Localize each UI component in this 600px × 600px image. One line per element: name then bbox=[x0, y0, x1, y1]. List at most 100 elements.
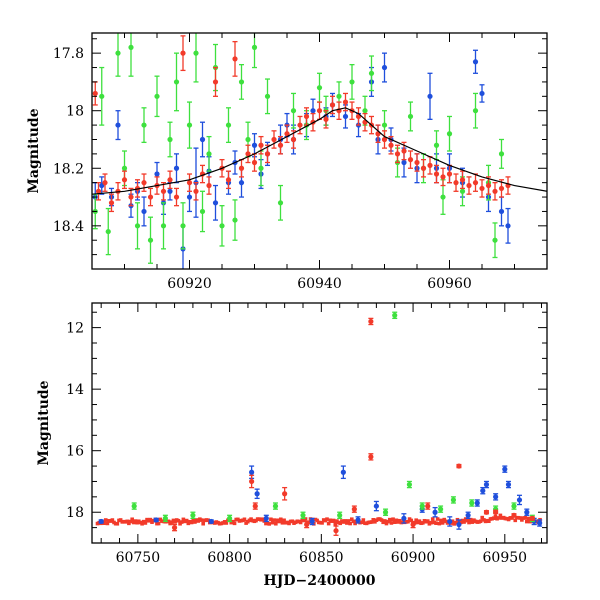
band-point bbox=[303, 517, 308, 521]
y-tick-label: 18.2 bbox=[53, 161, 84, 177]
blue-point bbox=[502, 466, 508, 472]
red-point bbox=[388, 142, 394, 148]
band-point bbox=[184, 518, 189, 523]
band-point bbox=[346, 519, 351, 523]
blue-point bbox=[254, 491, 260, 497]
band-point bbox=[201, 521, 205, 526]
band-point bbox=[166, 519, 171, 524]
red-point bbox=[277, 142, 284, 148]
red-point bbox=[401, 148, 407, 154]
red-point bbox=[394, 151, 401, 157]
band-point bbox=[425, 519, 430, 523]
red-point bbox=[427, 162, 433, 168]
band-point bbox=[206, 518, 210, 523]
y-tick-label: 18 bbox=[66, 505, 84, 521]
band-point bbox=[312, 522, 316, 526]
blue-point bbox=[401, 159, 407, 166]
blue-point bbox=[186, 194, 193, 200]
x-tick-label: 60850 bbox=[299, 550, 344, 566]
blue-point bbox=[516, 497, 523, 503]
red-point bbox=[483, 509, 490, 515]
y-tick-label: 18 bbox=[66, 104, 84, 120]
blue-point bbox=[474, 500, 480, 506]
red-point bbox=[290, 136, 297, 143]
band-point bbox=[320, 521, 324, 525]
green-point bbox=[492, 237, 498, 243]
band-point bbox=[392, 520, 397, 524]
band-point bbox=[389, 521, 394, 525]
red-point bbox=[498, 185, 505, 192]
green-point bbox=[349, 79, 355, 85]
band-point bbox=[191, 518, 196, 522]
red-point bbox=[95, 188, 102, 194]
band-point bbox=[359, 520, 364, 525]
band-point bbox=[325, 517, 329, 521]
green-point bbox=[406, 481, 412, 488]
green-point bbox=[225, 122, 232, 128]
band-point bbox=[383, 519, 387, 523]
red-point bbox=[193, 188, 199, 194]
blue-point bbox=[524, 509, 530, 515]
y-tick-label: 18.4 bbox=[53, 219, 84, 235]
band-point bbox=[224, 521, 229, 525]
green-point bbox=[272, 503, 279, 509]
green-point bbox=[193, 50, 199, 56]
red-point bbox=[368, 318, 374, 325]
band-point bbox=[118, 518, 123, 522]
green-point bbox=[227, 515, 233, 521]
band-point bbox=[125, 519, 130, 524]
green-point bbox=[238, 79, 245, 85]
green-point bbox=[162, 515, 168, 521]
band-point bbox=[369, 520, 374, 524]
band-point bbox=[127, 521, 131, 526]
green-point bbox=[147, 237, 154, 243]
band-point bbox=[110, 518, 115, 522]
green-point bbox=[469, 500, 475, 506]
band-point bbox=[242, 517, 247, 522]
band-point bbox=[338, 521, 343, 526]
blue-point bbox=[498, 208, 505, 215]
green-point bbox=[446, 131, 453, 137]
green-point bbox=[190, 512, 196, 518]
blue-point bbox=[141, 208, 147, 215]
green-point bbox=[258, 165, 264, 171]
green-point bbox=[173, 79, 180, 85]
blue-point bbox=[251, 142, 258, 148]
red-point bbox=[282, 491, 288, 497]
band-point bbox=[409, 518, 414, 523]
red-point bbox=[304, 521, 310, 528]
band-point bbox=[148, 517, 153, 522]
band-point bbox=[429, 520, 433, 525]
band-point bbox=[420, 521, 425, 525]
band-point bbox=[487, 519, 491, 524]
blue-point bbox=[537, 520, 543, 526]
band-point bbox=[414, 518, 418, 522]
green-point bbox=[459, 188, 466, 194]
green-point bbox=[105, 228, 111, 235]
red-point bbox=[232, 56, 238, 62]
band-point bbox=[351, 519, 356, 524]
red-point bbox=[238, 165, 245, 171]
y-tick-label: 12 bbox=[66, 321, 84, 337]
band-point bbox=[345, 521, 349, 525]
blue-point bbox=[342, 113, 349, 120]
band-point bbox=[520, 518, 524, 522]
band-point bbox=[467, 520, 471, 525]
blue-point bbox=[427, 93, 433, 99]
band-point bbox=[193, 520, 197, 524]
red-point bbox=[446, 171, 453, 177]
band-point bbox=[307, 520, 311, 525]
y-axis-label: Magnitude bbox=[36, 380, 52, 465]
red-point bbox=[225, 177, 232, 183]
blue-point bbox=[212, 200, 219, 206]
green-point bbox=[498, 151, 505, 157]
red-point bbox=[433, 171, 440, 177]
band-point bbox=[379, 518, 384, 522]
red-point bbox=[323, 116, 329, 122]
red-point bbox=[479, 185, 485, 192]
band-point bbox=[290, 519, 295, 524]
band-point bbox=[437, 521, 442, 526]
blue-point bbox=[483, 481, 490, 488]
bottom-panel: 60750 60800 60850 60900 60950 12 14 16 18 Magnitu… bbox=[36, 302, 548, 589]
band-point bbox=[434, 521, 438, 526]
